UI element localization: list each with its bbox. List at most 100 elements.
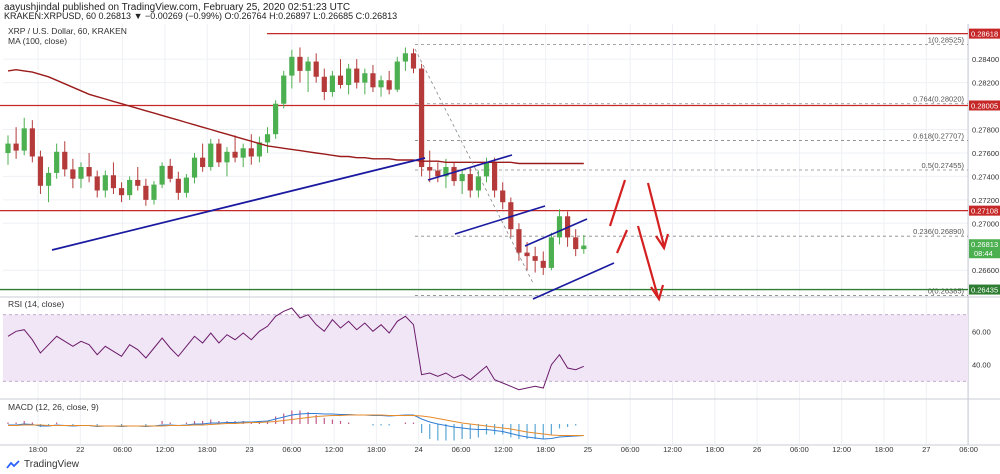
candle[interactable] xyxy=(313,53,319,83)
candle[interactable] xyxy=(37,150,44,194)
candle[interactable] xyxy=(281,70,287,109)
time-axis-tick: 24 xyxy=(415,445,423,454)
candle[interactable] xyxy=(240,143,246,168)
candle[interactable] xyxy=(248,134,254,165)
candle[interactable] xyxy=(29,120,35,163)
candle[interactable] xyxy=(321,68,327,101)
candle[interactable] xyxy=(467,167,473,198)
candle[interactable] xyxy=(532,246,538,273)
candle[interactable] xyxy=(346,63,352,95)
price-pane[interactable] xyxy=(0,24,968,296)
candle-body xyxy=(354,68,360,83)
channel-lower-1[interactable] xyxy=(454,205,546,235)
fib-level-label: 0.236(0.26890) xyxy=(913,227,964,236)
candle[interactable] xyxy=(94,170,100,198)
candle[interactable] xyxy=(419,63,425,177)
candle-body xyxy=(419,68,425,168)
tradingview-brand[interactable]: TradingView xyxy=(6,459,79,470)
candle[interactable] xyxy=(492,157,498,198)
candle[interactable] xyxy=(378,75,384,97)
candle-body xyxy=(346,68,352,85)
candle[interactable] xyxy=(264,127,271,153)
candle-body xyxy=(62,151,68,170)
candle[interactable] xyxy=(581,235,587,254)
candle[interactable] xyxy=(297,47,303,83)
candle[interactable] xyxy=(232,135,238,163)
candle[interactable] xyxy=(5,135,11,165)
candle[interactable] xyxy=(200,143,206,172)
trend-drawings[interactable] xyxy=(51,48,670,302)
candle[interactable] xyxy=(224,147,230,177)
time-axis-tick: 26 xyxy=(753,445,761,454)
macd-pane[interactable] xyxy=(0,400,968,444)
time-axis-tick: 27 xyxy=(922,445,930,454)
candle-body xyxy=(175,178,181,193)
channel-upper-1[interactable] xyxy=(427,154,513,181)
channel-upper-2[interactable] xyxy=(524,218,588,247)
candle[interactable] xyxy=(216,138,222,168)
candle-body xyxy=(151,184,157,200)
candle[interactable] xyxy=(475,170,481,198)
candle-body xyxy=(573,237,579,250)
candle[interactable] xyxy=(273,100,279,139)
candle[interactable] xyxy=(443,158,449,189)
candle[interactable] xyxy=(127,176,133,200)
candle[interactable] xyxy=(21,117,27,156)
candle[interactable] xyxy=(54,143,60,179)
candle[interactable] xyxy=(167,158,173,183)
candle-body xyxy=(86,167,92,177)
candle[interactable] xyxy=(208,138,214,171)
rsi-line xyxy=(7,307,584,391)
channel-lower-2[interactable] xyxy=(532,262,615,300)
candle[interactable] xyxy=(500,182,506,210)
candle[interactable] xyxy=(159,162,165,189)
candle[interactable] xyxy=(135,167,141,191)
candle-body xyxy=(305,61,311,71)
candle[interactable] xyxy=(524,242,530,271)
candle[interactable] xyxy=(289,49,295,89)
candle[interactable] xyxy=(102,170,108,198)
candle[interactable] xyxy=(337,59,344,89)
candle[interactable] xyxy=(78,162,84,189)
candle[interactable] xyxy=(183,174,190,198)
candle-body xyxy=(394,61,400,90)
candle[interactable] xyxy=(110,162,117,194)
projection-arrows xyxy=(608,179,670,302)
candle-body xyxy=(427,167,433,171)
candle[interactable] xyxy=(305,56,311,92)
candle[interactable] xyxy=(548,232,554,271)
candle[interactable] xyxy=(573,229,579,257)
candle[interactable] xyxy=(45,167,52,203)
candle[interactable] xyxy=(13,127,19,159)
candle[interactable] xyxy=(459,170,465,194)
candle-body xyxy=(516,229,522,253)
candle[interactable] xyxy=(394,56,400,92)
candle[interactable] xyxy=(70,158,76,189)
candle[interactable] xyxy=(118,182,125,203)
time-axis-tick: 18:00 xyxy=(875,445,894,454)
candle[interactable] xyxy=(175,171,181,200)
candle[interactable] xyxy=(386,70,392,95)
candle[interactable] xyxy=(329,70,335,97)
candle[interactable] xyxy=(451,162,457,186)
candle[interactable] xyxy=(143,178,149,206)
candle[interactable] xyxy=(427,150,433,183)
candle[interactable] xyxy=(362,68,368,95)
candle[interactable] xyxy=(410,48,417,74)
candle[interactable] xyxy=(151,181,157,205)
candle[interactable] xyxy=(256,136,263,163)
ohlc-line: KRAKEN:XRPUSD, 60 0.26813 ▼ −0.00269 (−0… xyxy=(4,11,398,21)
candle[interactable] xyxy=(86,152,92,183)
candle[interactable] xyxy=(354,59,360,89)
candle[interactable] xyxy=(540,251,546,275)
candle[interactable] xyxy=(435,162,441,183)
candle[interactable] xyxy=(191,152,198,184)
time-axis-tick: 18:00 xyxy=(367,445,386,454)
candle[interactable] xyxy=(370,65,376,92)
rising-support-trendline[interactable] xyxy=(51,157,426,251)
candle[interactable] xyxy=(62,141,68,177)
candle[interactable] xyxy=(402,47,408,71)
candle[interactable] xyxy=(556,209,563,245)
candle-body xyxy=(208,143,214,168)
